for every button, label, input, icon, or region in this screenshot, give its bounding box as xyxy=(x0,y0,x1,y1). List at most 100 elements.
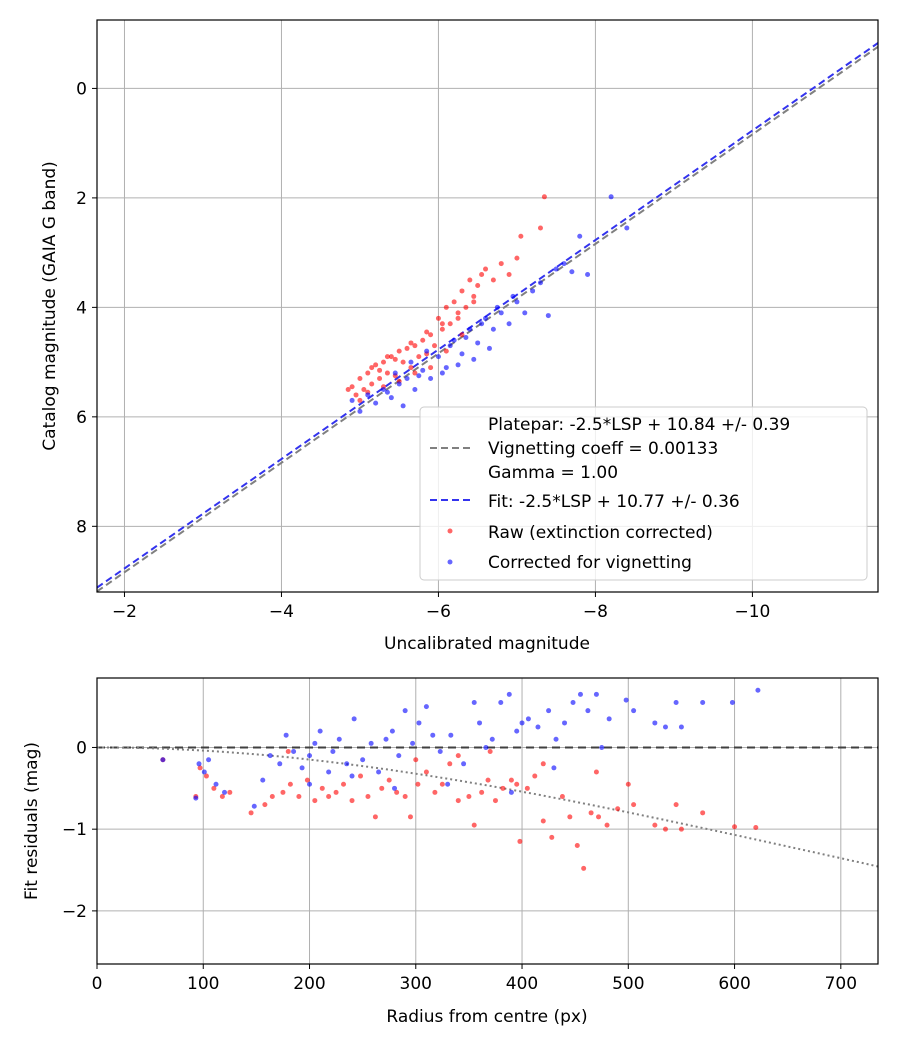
raw-point xyxy=(631,802,637,808)
corrected-point xyxy=(459,351,465,357)
raw-point xyxy=(333,789,339,795)
raw-point xyxy=(402,793,408,799)
corrected-point xyxy=(423,704,429,710)
corrected-point xyxy=(624,225,630,231)
corrected-point xyxy=(443,365,449,371)
corrected-point xyxy=(267,753,273,759)
corrected-point xyxy=(283,732,289,738)
corrected-point xyxy=(537,280,543,286)
corrected-point xyxy=(477,720,483,726)
corrected-point xyxy=(486,345,492,351)
corrected-point xyxy=(388,395,394,401)
legend-box xyxy=(419,406,868,581)
raw-point xyxy=(508,777,514,783)
raw-point xyxy=(540,761,546,767)
corrected-point xyxy=(483,315,489,321)
corrected-point xyxy=(447,343,453,349)
corrected-point xyxy=(553,266,559,272)
x-tick-label: −8 xyxy=(583,602,608,622)
raw-point xyxy=(285,749,291,755)
corrected-point xyxy=(525,716,531,722)
corrected-point xyxy=(530,288,536,294)
legend-entry-fit: Fit: -2.5*LSP + 10.77 +/- 0.36 xyxy=(488,492,740,512)
corrected-point xyxy=(519,720,525,726)
corrected-point xyxy=(546,708,552,714)
corrected-point xyxy=(213,781,219,787)
corrected-point xyxy=(277,761,283,767)
raw-point xyxy=(490,277,496,283)
corrected-point xyxy=(562,720,568,726)
corrected-point xyxy=(222,789,228,795)
corrected-point xyxy=(336,736,342,742)
x-tick-label: 300 xyxy=(400,974,432,994)
raw-point xyxy=(498,261,504,267)
bottom-xlabel: Radius from centre (px) xyxy=(386,1007,587,1027)
raw-point xyxy=(203,773,209,779)
corrected-point xyxy=(365,392,371,398)
raw-point xyxy=(197,765,203,771)
corrected-point xyxy=(416,720,422,726)
bottom-grid xyxy=(96,678,878,964)
y-tick-label: 4 xyxy=(76,298,87,318)
corrected-point xyxy=(291,749,297,755)
corrected-point xyxy=(299,765,305,771)
corrected-point xyxy=(384,389,390,395)
corrected-point xyxy=(383,736,389,742)
raw-point xyxy=(349,384,355,390)
raw-point xyxy=(432,789,438,795)
raw-point xyxy=(615,806,621,812)
legend-corrected-marker-icon xyxy=(447,559,453,565)
raw-point xyxy=(506,272,512,278)
corrected-point xyxy=(755,687,761,693)
raw-point xyxy=(471,299,477,305)
corrected-point xyxy=(514,299,520,305)
raw-point xyxy=(287,781,293,787)
raw-point xyxy=(524,785,530,791)
raw-point xyxy=(514,255,520,261)
top-scatter-points xyxy=(345,194,630,414)
corrected-point xyxy=(455,362,461,368)
corrected-point xyxy=(522,310,528,316)
corrected-point xyxy=(330,749,336,755)
raw-point xyxy=(479,272,485,278)
corrected-point xyxy=(673,700,679,706)
raw-point xyxy=(394,789,400,795)
legend-raw-marker-icon xyxy=(447,528,453,534)
corrected-point xyxy=(535,724,541,730)
raw-point xyxy=(753,825,759,831)
corrected-point xyxy=(424,348,430,354)
corrected-point xyxy=(193,795,199,801)
corrected-point xyxy=(408,359,414,365)
corrected-point xyxy=(577,233,583,239)
raw-point xyxy=(423,769,429,775)
corrected-point xyxy=(551,765,557,771)
corrected-point xyxy=(448,732,454,738)
x-tick-label: 100 xyxy=(187,974,219,994)
y-tick-label: 0 xyxy=(76,79,87,99)
raw-point xyxy=(492,798,498,804)
corrected-point xyxy=(435,354,441,360)
raw-point xyxy=(443,348,449,354)
raw-point xyxy=(439,326,445,332)
corrected-point xyxy=(570,700,576,706)
raw-point xyxy=(428,332,434,338)
raw-point xyxy=(412,370,418,376)
raw-point xyxy=(280,789,286,795)
corrected-point xyxy=(631,708,637,714)
raw-point xyxy=(384,354,390,360)
vignetting-curve xyxy=(97,746,878,868)
x-tick-label: −4 xyxy=(269,602,294,622)
raw-point xyxy=(439,781,445,787)
raw-point xyxy=(413,757,419,763)
raw-point xyxy=(408,340,414,346)
raw-point xyxy=(443,304,449,310)
corrected-point xyxy=(430,732,436,738)
corrected-point xyxy=(349,397,355,403)
corrected-point xyxy=(606,716,612,722)
raw-point xyxy=(541,194,547,200)
raw-point xyxy=(455,753,461,759)
raw-point xyxy=(312,798,318,804)
raw-point xyxy=(471,293,477,299)
corrected-point xyxy=(392,785,398,791)
corrected-point xyxy=(471,356,477,362)
